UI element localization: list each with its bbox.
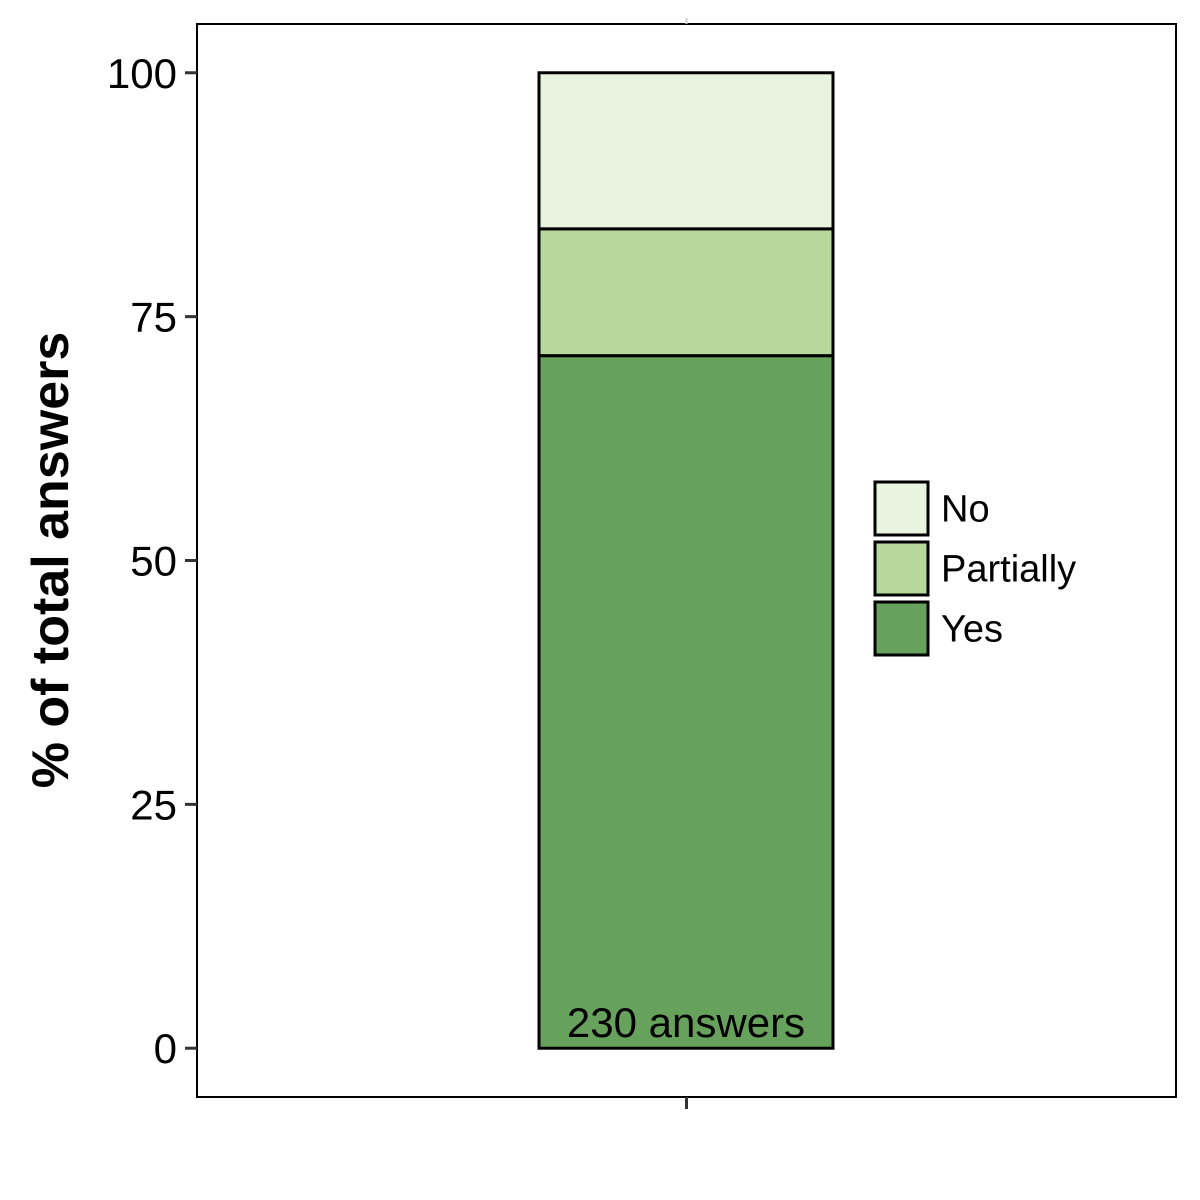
y-tick-label: 75: [130, 294, 177, 341]
legend-label-no: No: [941, 489, 990, 531]
bar-annotation: 230 answers: [567, 999, 805, 1046]
y-tick-label: 25: [130, 781, 177, 828]
y-tick-label: 50: [130, 538, 177, 585]
y-axis-title: % of total answers: [22, 332, 80, 789]
bar-segment-no: [537, 71, 835, 231]
bar-stack: [537, 71, 835, 1050]
y-tick-label: 0: [154, 1025, 177, 1072]
legend-swatch-no: [873, 480, 930, 537]
y-tick-label: 100: [107, 50, 177, 97]
bar-segment-yes: [537, 354, 835, 1050]
legend: No Partially Yes: [873, 480, 1076, 657]
legend-swatch-yes: [873, 600, 930, 657]
legend-label-yes: Yes: [941, 609, 1003, 651]
y-axis: 0 25 50 75 100: [107, 50, 197, 1072]
legend-label-partially: Partially: [941, 549, 1076, 591]
legend-swatch-partially: [873, 540, 930, 597]
bar-segment-partially: [537, 227, 835, 358]
